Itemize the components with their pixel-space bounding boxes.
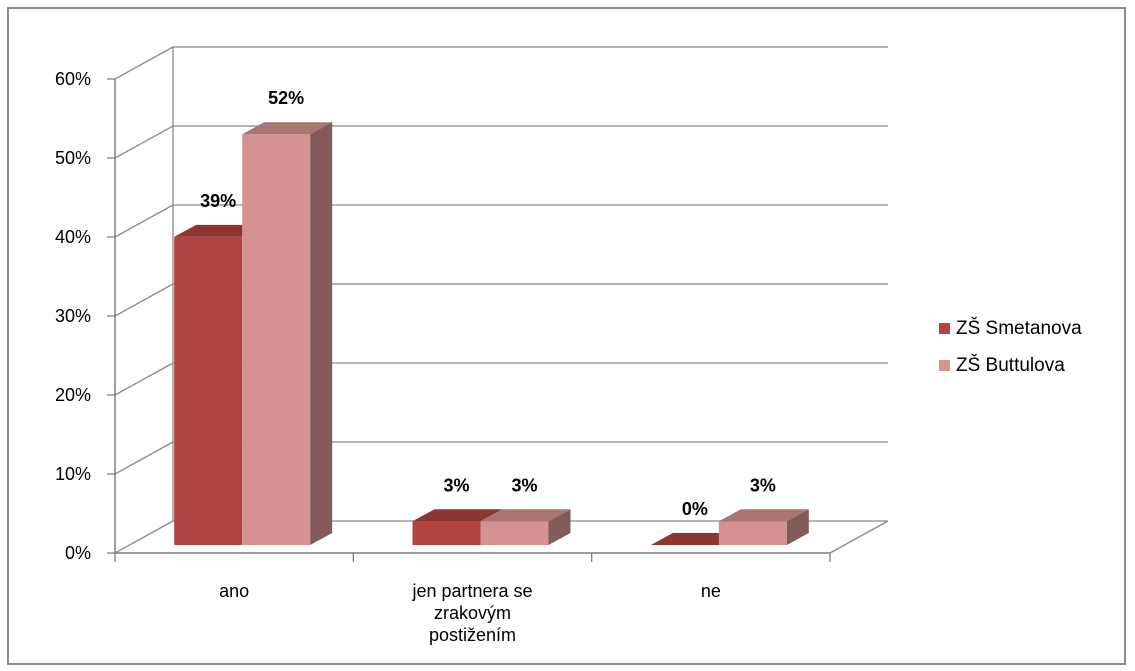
legend-entry: ZŠ Smetanova — [956, 317, 1082, 339]
gridline-depth — [114, 46, 174, 80]
gridline-depth — [114, 125, 174, 159]
bar-side — [786, 509, 809, 545]
bar-front — [718, 521, 787, 545]
bar — [412, 509, 503, 545]
bar — [650, 533, 741, 545]
chart-bars — [174, 122, 809, 545]
y-tick-label: 20% — [55, 385, 91, 405]
gridline-depth — [114, 362, 174, 396]
category-label: jen partnera se zrakovým postižením — [411, 581, 532, 645]
bar-front — [412, 521, 481, 545]
gridline-depth — [114, 283, 174, 317]
y-tick-label: 0% — [65, 543, 91, 563]
data-label: 39% — [200, 191, 236, 211]
legend-swatch — [939, 360, 950, 371]
floor-right-edge — [829, 520, 889, 554]
chart-legend: ZŠ Smetanova ZŠ Buttulova — [939, 317, 1082, 376]
category-label-line: ano — [219, 581, 249, 601]
bar-side — [310, 122, 333, 545]
bar-top — [412, 509, 503, 522]
category-label: ne — [701, 581, 721, 601]
y-tick-label: 50% — [55, 148, 91, 168]
legend-entry: ZŠ Buttulova — [956, 354, 1065, 376]
category-label-line: ne — [701, 581, 721, 601]
gridline-depth — [114, 520, 174, 554]
bar-front — [480, 521, 549, 545]
category-label: ano — [219, 581, 249, 601]
bar-side — [548, 509, 571, 545]
y-tick-label: 40% — [55, 227, 91, 247]
bar-top — [650, 533, 741, 545]
chart-axes: 0% 10% 20% 30% 40% 50% 60% — [55, 69, 831, 563]
bar — [718, 509, 809, 545]
bar-front — [174, 236, 243, 545]
bar — [242, 122, 333, 545]
gridline-depth — [114, 204, 174, 238]
bar — [174, 224, 265, 545]
bar-front — [242, 134, 311, 545]
bar-top — [480, 509, 571, 522]
category-label-line: jen partnera se — [411, 581, 532, 601]
data-label: 3% — [443, 475, 469, 495]
gridline-depth — [114, 441, 174, 475]
category-label-line: zrakovým — [434, 603, 511, 623]
bar-top — [718, 509, 809, 522]
y-tick-label: 10% — [55, 464, 91, 484]
y-tick-label: 60% — [55, 69, 91, 89]
bar-top — [174, 224, 265, 237]
data-label: 52% — [268, 88, 304, 108]
bar — [480, 509, 571, 545]
data-label: 3% — [511, 475, 537, 495]
category-label-line: postižením — [429, 625, 516, 645]
legend-swatch — [939, 323, 950, 334]
data-label: 0% — [682, 499, 708, 519]
y-tick-label: 30% — [55, 306, 91, 326]
bar-top — [242, 122, 333, 135]
data-label: 3% — [750, 475, 776, 495]
chart-labels: 39% 3% 0% 52% 3% 3% ano jen partnera se zrakovým… — [200, 88, 776, 645]
